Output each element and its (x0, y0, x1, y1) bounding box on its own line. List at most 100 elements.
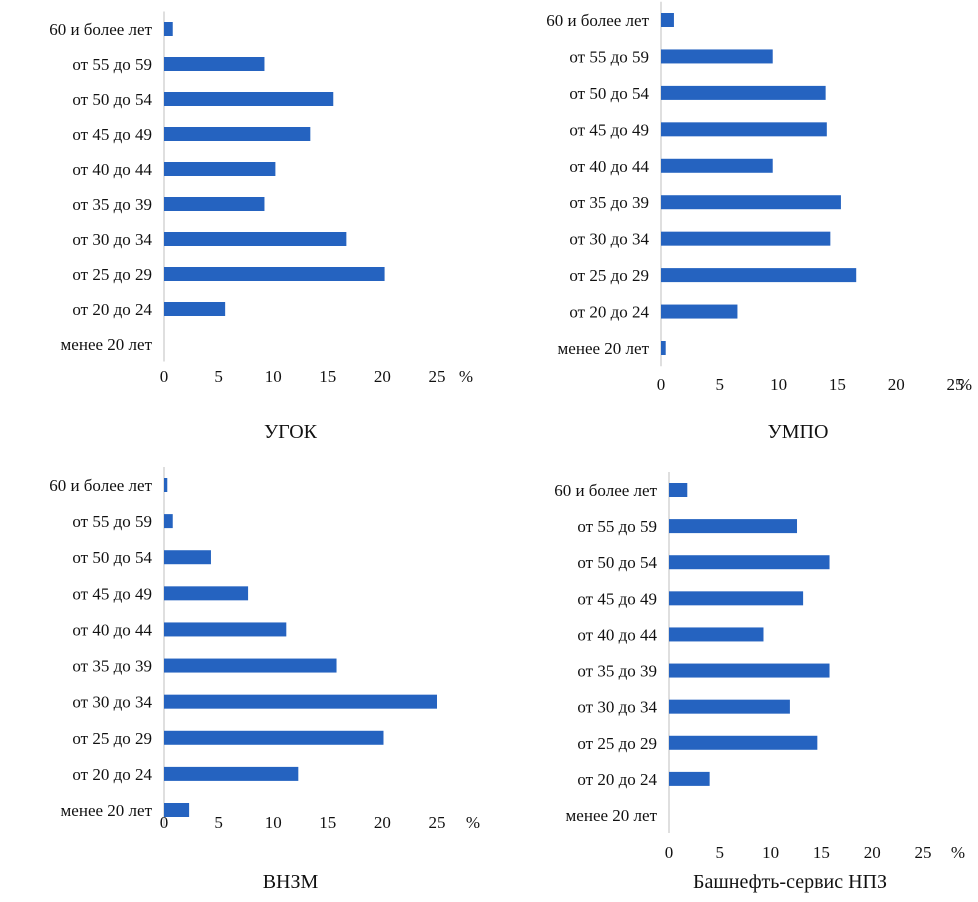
category-label: 60 и более лет (546, 11, 649, 30)
bar-2 (669, 519, 798, 534)
category-label: от 40 до 44 (577, 625, 657, 644)
bar-2 (164, 514, 173, 529)
chart-panel-4: 60 и более лет от 55 до 59 от 50 до 54 от 4… (554, 471, 965, 893)
x-tick-label: 5 (716, 375, 725, 394)
category-label: от 45 до 49 (569, 120, 649, 139)
bar-6 (661, 195, 841, 210)
category-label: 60 и более лет (49, 476, 152, 495)
unit-label: % (459, 367, 473, 386)
bar-9 (669, 771, 710, 786)
bar-4 (669, 591, 804, 606)
bar-10 (164, 803, 190, 817)
category-label: от 45 до 49 (72, 125, 152, 144)
x-tick-label: 25 (429, 367, 446, 386)
category-label: от 40 до 44 (569, 157, 649, 176)
chart-panel-3: 60 и более лет от 55 до 59 от 50 до 54 от 4… (49, 466, 480, 893)
x-tick-label: 10 (762, 843, 779, 862)
chart-panel-1: 60 и более лет от 55 до 59 от 50 до 54 от 4… (49, 11, 473, 443)
bar-7 (669, 699, 790, 714)
unit-label: % (958, 375, 972, 394)
bar-3 (164, 92, 334, 106)
bar-7 (164, 694, 437, 709)
x-tick-label: 15 (319, 367, 336, 386)
bar-2 (661, 49, 773, 64)
category-label: от 55 до 59 (569, 47, 649, 66)
category-label: от 40 до 44 (72, 620, 152, 639)
category-label: от 20 до 24 (569, 303, 649, 322)
chart-panel-2: 60 и более лет от 55 до 59 от 50 до 54 от 4… (546, 1, 972, 443)
chart-title: УМПО (768, 421, 829, 443)
category-label: от 20 до 24 (72, 300, 152, 319)
category-label: от 35 до 39 (72, 195, 152, 214)
bar-6 (164, 658, 337, 673)
bar-8 (661, 268, 857, 283)
bar-8 (669, 735, 818, 750)
x-tick-label: 5 (214, 813, 223, 832)
category-label: от 40 до 44 (72, 160, 152, 179)
category-label: от 20 до 24 (72, 765, 152, 784)
bar-5 (661, 158, 773, 173)
x-tick-label: 15 (813, 843, 830, 862)
bar-6 (164, 197, 265, 211)
x-tick-label: 15 (829, 375, 846, 394)
bar-1 (669, 483, 688, 497)
category-label: менее 20 лет (61, 801, 153, 820)
category-label: от 35 до 39 (72, 657, 152, 676)
x-tick-label: 25 (947, 375, 964, 394)
category-label: от 50 до 54 (72, 548, 152, 567)
x-tick-label: 5 (716, 843, 725, 862)
category-label: от 25 до 29 (72, 265, 152, 284)
unit-label: % (951, 843, 965, 862)
category-label: от 50 до 54 (569, 84, 649, 103)
category-label: от 45 до 49 (577, 589, 657, 608)
x-tick-label: 10 (770, 375, 787, 394)
category-label: менее 20 лет (61, 335, 153, 354)
chart-title: ВНЗМ (263, 871, 319, 893)
x-tick-label: 0 (160, 813, 169, 832)
bar-4 (164, 127, 311, 141)
bar-9 (164, 302, 226, 316)
x-tick-label: 10 (265, 367, 282, 386)
bar-7 (164, 232, 347, 246)
bar-3 (661, 85, 826, 100)
category-label: от 50 до 54 (577, 553, 657, 572)
category-label: от 30 до 34 (72, 230, 152, 249)
category-label: от 20 до 24 (577, 770, 657, 789)
x-tick-label: 0 (665, 843, 674, 862)
x-tick-label: 20 (864, 843, 881, 862)
unit-label: % (466, 813, 480, 832)
category-label: менее 20 лет (558, 339, 650, 358)
category-label: от 55 до 59 (72, 55, 152, 74)
chart-title: УГОК (264, 421, 318, 443)
category-label: от 25 до 29 (569, 266, 649, 285)
x-tick-label: 25 (429, 813, 446, 832)
category-label: менее 20 лет (566, 806, 658, 825)
bar-4 (164, 586, 249, 601)
x-tick-label: 10 (265, 813, 282, 832)
category-label: от 25 до 29 (72, 729, 152, 748)
x-tick-label: 0 (160, 367, 169, 386)
bar-1 (661, 13, 674, 27)
category-label: 60 и более лет (49, 20, 152, 39)
category-label: от 35 до 39 (577, 662, 657, 681)
bar-5 (669, 627, 764, 642)
category-label: от 30 до 34 (577, 698, 657, 717)
bar-1 (164, 478, 168, 492)
category-label: от 50 до 54 (72, 90, 152, 109)
bar-7 (661, 231, 831, 246)
bar-8 (164, 267, 385, 281)
bar-9 (164, 766, 299, 781)
category-label: от 30 до 34 (72, 693, 152, 712)
bar-9 (661, 304, 738, 319)
bar-1 (164, 22, 173, 36)
category-label: от 30 до 34 (569, 230, 649, 249)
bar-3 (164, 550, 211, 565)
category-label: 60 и более лет (554, 481, 657, 500)
chart-title: Башнефть-сервис НПЗ (693, 871, 887, 893)
x-tick-label: 0 (657, 375, 666, 394)
x-tick-label: 5 (214, 367, 223, 386)
bar-2 (164, 57, 265, 71)
x-tick-label: 20 (888, 375, 905, 394)
x-tick-label: 25 (915, 843, 932, 862)
x-tick-label: 15 (319, 813, 336, 832)
